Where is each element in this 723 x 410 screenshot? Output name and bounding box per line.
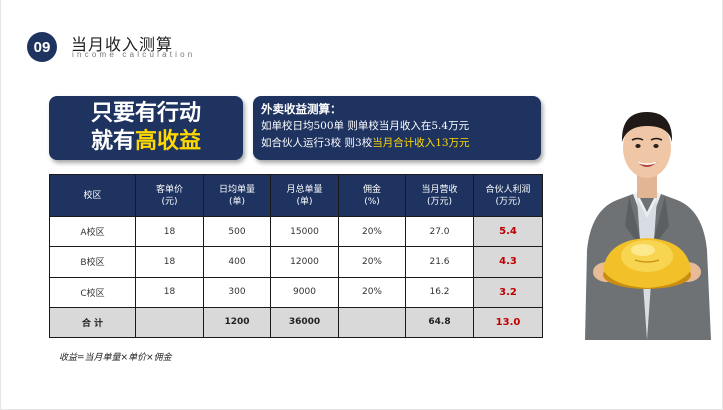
cell-daily-orders: 400 xyxy=(203,246,271,278)
col-header-commission: 佣金 (%) xyxy=(338,174,406,217)
page-title: 当月收入测算 xyxy=(71,35,174,54)
cell-unit-price: 18 xyxy=(135,215,204,248)
slogan-box: 只要有行动 就有高收益 xyxy=(49,96,243,160)
slogan-line2: 就有高收益 xyxy=(91,128,201,156)
calc-line1: 如单校日均500单 则单校当月收入在5.4万元 xyxy=(261,120,470,132)
cell-campus: A校区 xyxy=(49,215,136,248)
slogan-line2-highlight: 高收益 xyxy=(135,129,202,154)
slogan-line2-prefix: 就有 xyxy=(90,129,135,154)
calc-line2: 如合伙人运行3校 则3校当月合计收入13万元 xyxy=(261,135,533,152)
cell-revenue: 16.2 xyxy=(405,276,474,308)
cell-profit: 5.4 xyxy=(473,215,543,248)
table-row: B校区 18 400 12000 20% 21.6 4.3 xyxy=(49,246,543,278)
cell-daily-orders: 500 xyxy=(203,215,271,248)
cell-monthly-orders: 12000 xyxy=(270,246,339,278)
col-header-monthly-revenue: 当月营收 (万元) xyxy=(405,174,474,217)
cell-commission: 20% xyxy=(338,246,406,278)
col-header-daily-orders: 日均单量 (单) xyxy=(203,174,271,217)
calculation-box: 外卖收益测算： 如单校日均500单 则单校当月收入在5.4万元 如合伙人运行3校… xyxy=(253,96,541,160)
income-table: 校区 客单价 (元) 日均单量 (单) 月总单量 (单) 佣金 (%) 当月营收 (万元)… xyxy=(49,174,543,339)
cell-total-revenue: 64.8 xyxy=(405,306,474,339)
cell-profit: 3.2 xyxy=(473,276,543,308)
cell-monthly-orders: 15000 xyxy=(270,215,339,248)
cell-total-monthly-orders: 36000 xyxy=(270,306,339,339)
cell-revenue: 27.0 xyxy=(405,215,474,248)
cell-commission: 20% xyxy=(338,215,406,248)
table-row: C校区 18 300 9000 20% 16.2 3.2 xyxy=(49,276,543,308)
col-header-monthly-orders: 月总单量 (单) xyxy=(270,174,339,217)
calc-title: 外卖收益测算： xyxy=(261,102,342,116)
person-with-gold-ingot-image xyxy=(585,112,711,340)
cell-total-daily-orders: 1200 xyxy=(203,306,271,339)
cell-total-profit: 13.0 xyxy=(473,306,543,339)
slogan-line1: 只要有行动 xyxy=(90,101,201,126)
cell-total-commission xyxy=(338,306,406,339)
page-subtitle: income calculation xyxy=(72,50,196,59)
section-number-badge: 09 xyxy=(27,32,57,62)
table-total-row: 合 计 1200 36000 64.8 13.0 xyxy=(49,306,543,339)
calc-line2-prefix: 如合伙人运行3校 则3校 xyxy=(261,137,373,149)
cell-campus: B校区 xyxy=(49,246,136,278)
table-header-row: 校区 客单价 (元) 日均单量 (单) 月总单量 (单) 佣金 (%) 当月营收 (万元)… xyxy=(49,174,543,217)
cell-commission: 20% xyxy=(338,276,406,308)
cell-total-unit-price xyxy=(135,306,204,339)
cell-unit-price: 18 xyxy=(135,246,204,278)
cell-total-label: 合 计 xyxy=(49,306,136,339)
cell-campus: C校区 xyxy=(49,276,136,308)
cell-daily-orders: 300 xyxy=(203,276,271,308)
cell-unit-price: 18 xyxy=(135,276,204,308)
col-header-unit-price: 客单价 (元) xyxy=(135,174,204,217)
cell-revenue: 21.6 xyxy=(405,246,474,278)
table-row: A校区 18 500 15000 20% 27.0 5.4 xyxy=(49,215,543,248)
calc-line2-highlight: 当月合计收入13万元 xyxy=(372,137,470,149)
col-header-partner-profit: 合伙人利润 (万元) xyxy=(473,174,543,217)
cell-profit: 4.3 xyxy=(473,246,543,278)
cell-monthly-orders: 9000 xyxy=(270,276,339,308)
col-header-campus: 校区 xyxy=(49,174,136,217)
formula-note: 收益=当月单量×单价×佣金 xyxy=(59,353,172,363)
